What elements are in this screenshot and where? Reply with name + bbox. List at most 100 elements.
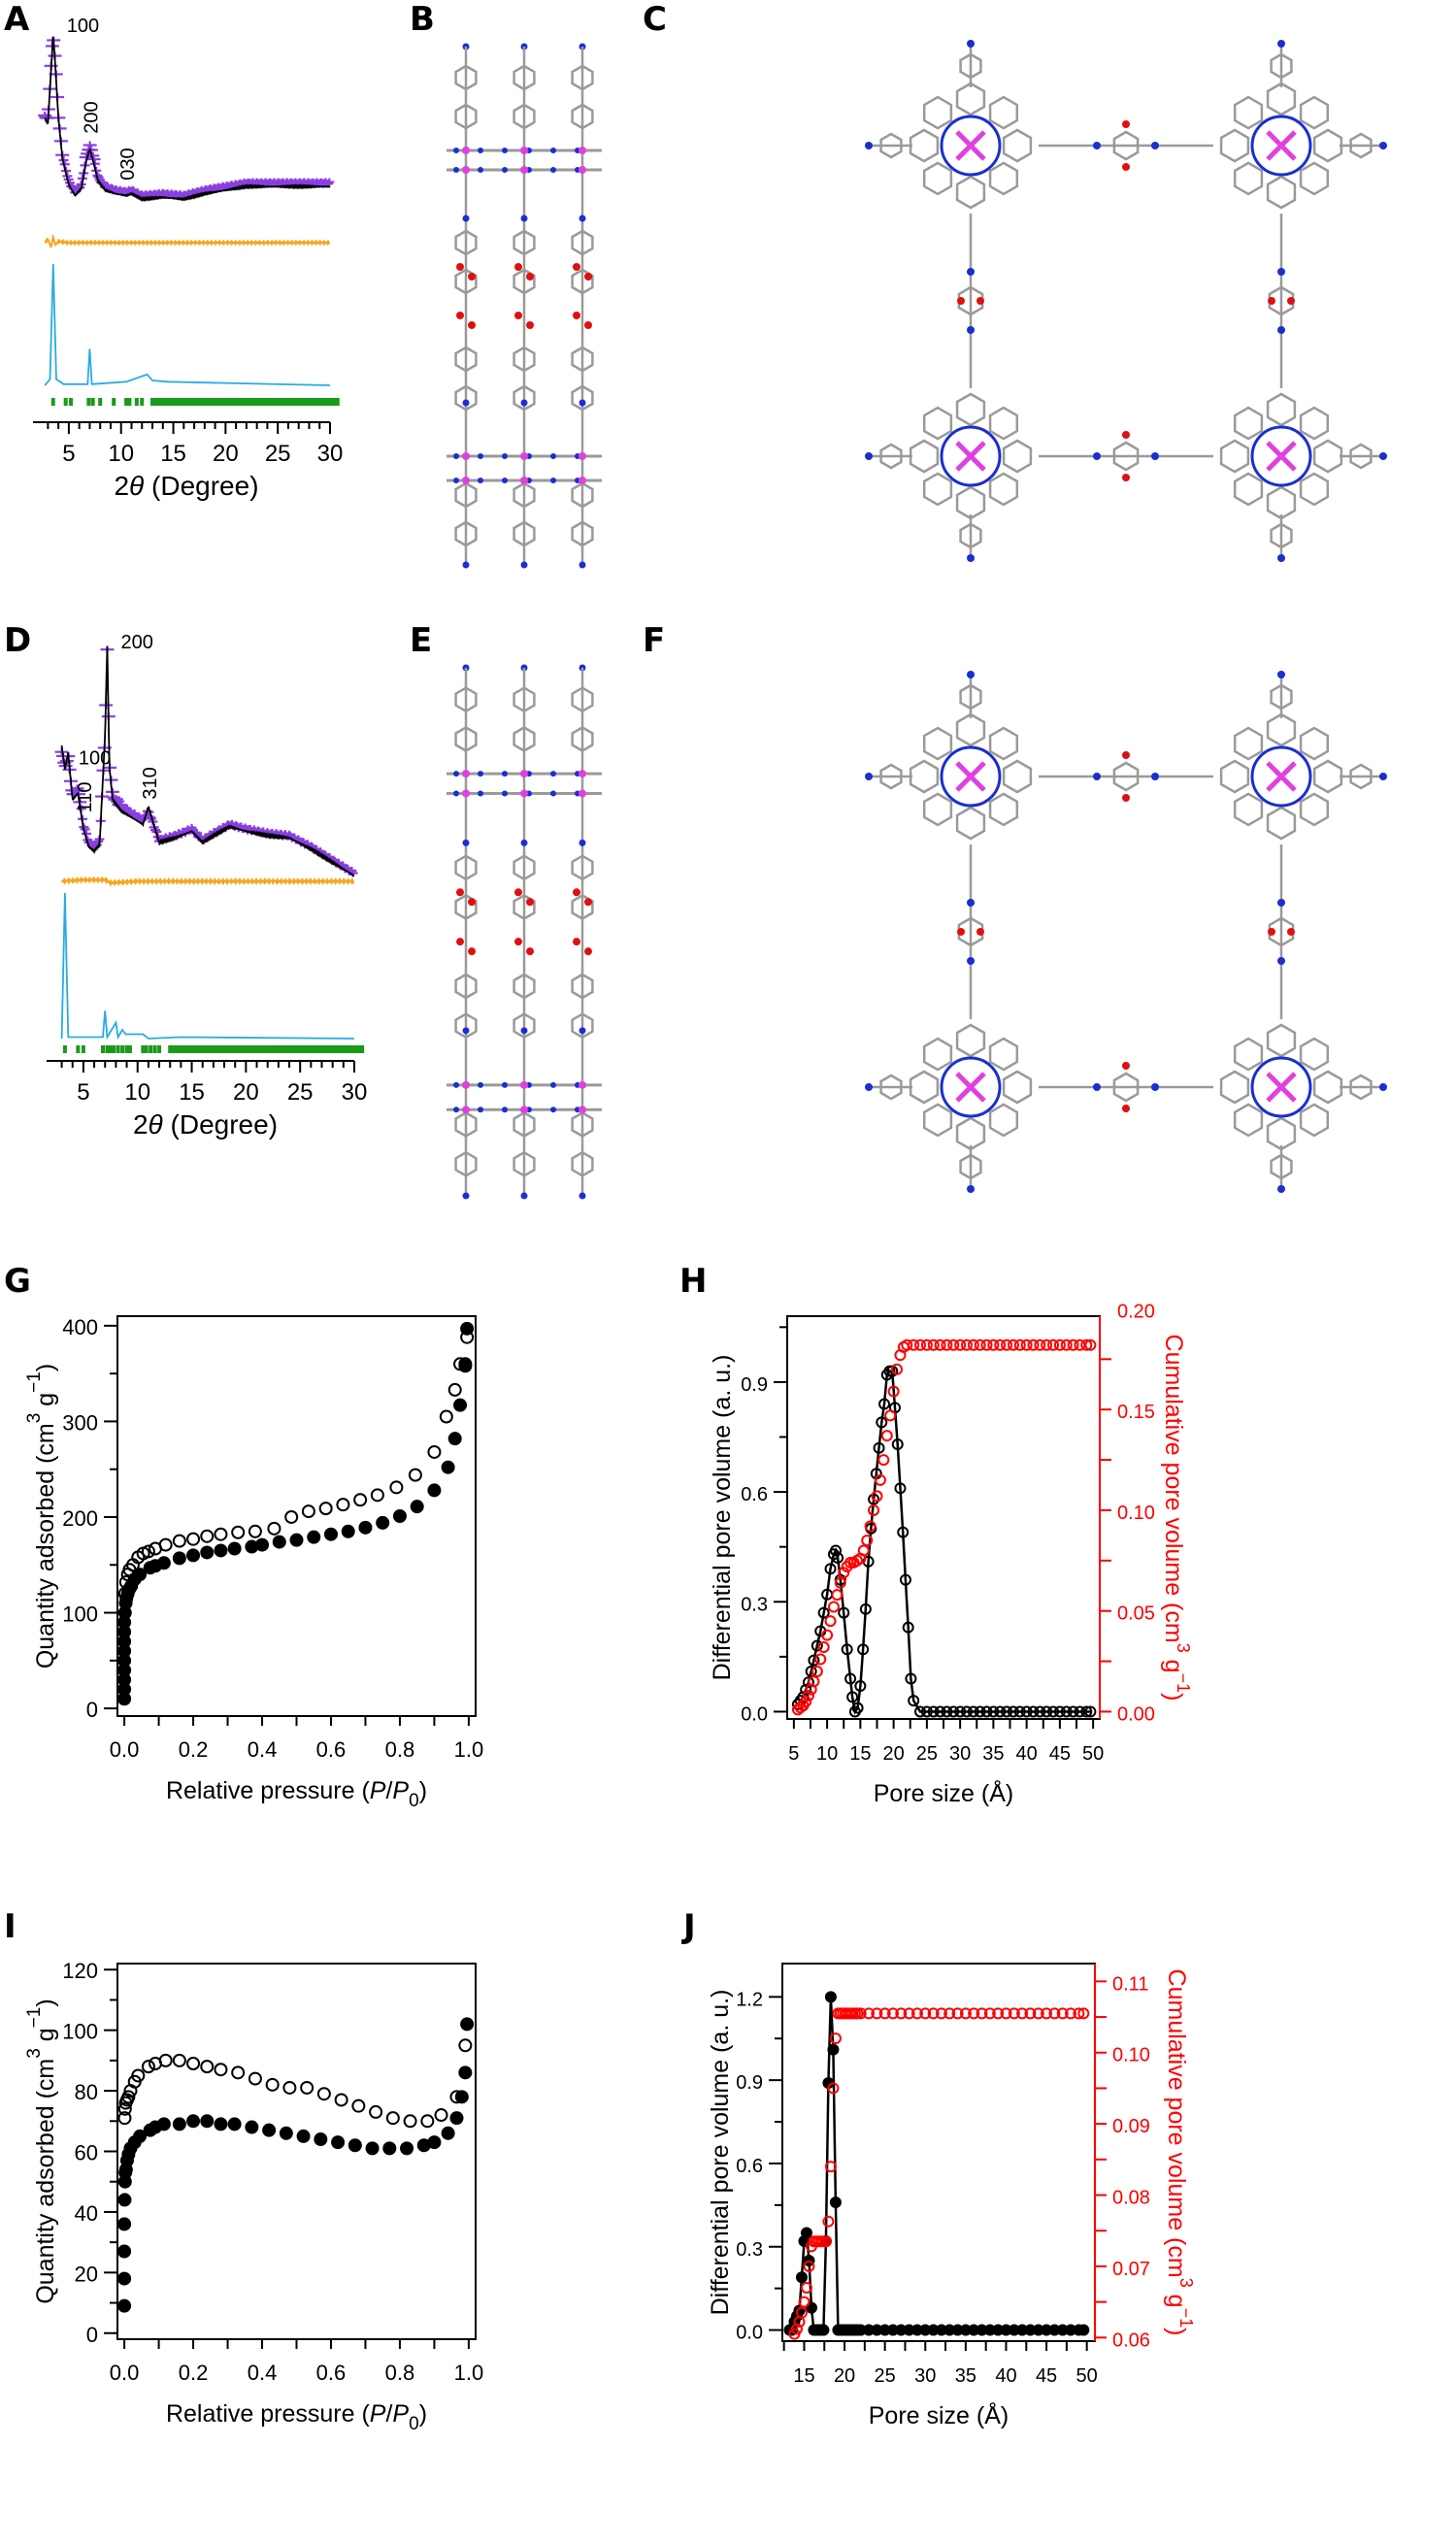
atom [462,1027,470,1035]
cumulative-point [821,1629,834,1641]
bragg-tick [341,1045,353,1053]
right-y-tick-label: 0.10 [1112,2045,1150,2066]
desorption-point [458,2038,473,2053]
peak-annotation: 110 [75,782,96,813]
right-y-tick-label: 0.10 [1117,1503,1155,1524]
aromatic-ring [454,268,478,295]
differential-point [1047,1705,1060,1718]
differential-point [927,1705,940,1718]
aromatic-ring [1312,759,1343,794]
aromatic-ring [1312,1070,1343,1105]
isotherm-chart-i: 0.0 0.2 0.4 0.6 0.8 1.0 0 20 40 60 80 100 120Quantit… [24,1959,483,2434]
cumulative-point [980,1338,993,1351]
aromatic-ring [1233,406,1264,441]
atom [478,148,483,153]
aromatic-ring [1312,439,1343,474]
aromatic-ring [1233,792,1264,827]
atom [478,790,483,797]
cumulative-point [908,1338,920,1351]
cumulative-point [811,1665,823,1677]
aromatic-ring [1299,792,1330,827]
y-tick-label: 120 [62,1959,98,1983]
aromatic-ring [879,1074,903,1101]
right-y-axis-label: Cumulative pore volume (cm3 g−1) [1160,1335,1193,1702]
x-tick-label: 0.2 [179,1737,209,1762]
aromatic-ring [1270,683,1293,710]
atom [462,477,470,484]
aromatic-ring [454,64,478,91]
panel-label-f: F [643,621,666,660]
adsorption-point [200,2114,215,2129]
adsorption-point [186,1548,201,1563]
y-tick-label: 0.9 [741,1374,768,1396]
adsorption-point [449,2111,464,2126]
cumulative-point [817,1641,830,1654]
atom [478,771,483,777]
cumulative-point [864,1520,877,1533]
aromatic-ring [454,103,478,130]
bragg-tick [276,1045,289,1053]
y-axis-label: Differential pore volume (a. u.) [707,1990,734,2316]
atom [462,1192,470,1200]
x-tick-label: 45 [1036,2365,1057,2387]
atom [976,928,984,936]
x-tick-label: 0.2 [179,2361,209,2385]
cumulative-point [838,1567,850,1579]
adsorption-point [400,2141,414,2156]
aromatic-ring [955,1023,986,1058]
atom [1093,142,1101,149]
y-tick-label: 40 [75,2201,98,2226]
atom [573,888,580,897]
porphyrin-core [1250,115,1312,177]
cumulative-point [822,2215,835,2228]
cumulative-point [1056,2007,1069,2020]
aromatic-ring [909,439,940,474]
bragg-tick [328,398,340,406]
x-tick-label: 20 [834,2365,855,2387]
aromatic-ring [1266,806,1297,841]
x-tick-label: 30 [949,1743,971,1765]
x-tick-label: 10 [124,1079,150,1106]
bragg-ticks [50,398,340,406]
atom [520,789,528,798]
cumulative-point [891,1363,904,1375]
aromatic-ring [454,229,478,256]
aromatic-ring [922,792,953,827]
desorption-point [389,1480,404,1495]
aromatic-ring [1233,726,1264,761]
cumulative-point [871,2007,883,2020]
atom [453,148,459,153]
cumulative-point [863,2007,876,2020]
x-tick-label: 15 [179,1079,205,1106]
atom [1277,671,1285,678]
adsorption-point [427,1483,442,1498]
bond [1266,1072,1297,1103]
desorption-point [141,2060,155,2074]
differential-point [947,1705,960,1718]
aromatic-ring [1299,406,1330,441]
series-desorption [117,2038,473,2129]
aromatic-ring [922,472,953,507]
differential-point [994,1705,1007,1718]
differential-point [980,1705,993,1718]
adsorption-point [296,2129,311,2143]
aromatic-ring [1219,1070,1250,1105]
differential-point [824,1563,837,1575]
desorption-point [447,1382,462,1397]
aromatic-ring [571,1150,594,1177]
differential-point [1053,1705,1066,1718]
atom [1277,40,1285,48]
differential-point [899,1573,911,1586]
atom [584,898,592,907]
differential-point [960,1705,973,1718]
differential-point [805,1665,817,1677]
atom [1151,142,1159,149]
adsorption-point [358,1520,373,1535]
aromatic-ring [513,268,536,295]
bragg-tick [69,398,74,406]
desorption-point [353,1493,368,1507]
aromatic-ring [909,128,940,163]
x-tick-label: 0.4 [248,2361,278,2385]
aromatic-ring [1312,128,1343,163]
porphyrin-core [1250,745,1312,808]
